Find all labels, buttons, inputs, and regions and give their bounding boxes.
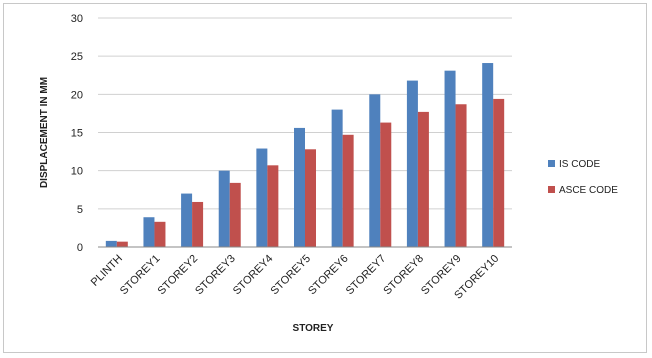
bar-is-code-storey3 — [218, 170, 230, 247]
y-tick-label: 0 — [77, 242, 83, 254]
y-tick-label: 30 — [71, 13, 83, 25]
bar-is-code-storey2 — [181, 193, 193, 247]
x-tick-label: STOREY4 — [231, 253, 276, 298]
bar-asce-code-storey9 — [455, 104, 467, 247]
legend-swatch-is-code — [548, 160, 555, 167]
bar-is-code-storey10 — [482, 63, 494, 247]
legend: IS CODE ASCE CODE — [548, 159, 618, 196]
x-tick-label: STOREY1 — [118, 253, 163, 298]
legend-swatch-asce-code — [548, 186, 555, 193]
y-tick-label: 10 — [71, 166, 83, 178]
bar-is-code-storey6 — [331, 109, 343, 247]
legend-label-is-code: IS CODE — [559, 159, 600, 170]
x-tick-label: PLINTH — [89, 253, 125, 289]
x-tick-label: STOREY5 — [268, 253, 313, 298]
bar-is-code-storey5 — [294, 127, 305, 247]
bar-asce-code-plinth — [116, 241, 128, 247]
bars — [105, 63, 505, 248]
bar-is-code-storey7 — [369, 94, 381, 247]
y-tick-labels: 0 5 10 15 20 25 30 — [71, 13, 83, 254]
x-tick-label: STOREY3 — [193, 253, 238, 298]
gridlines — [98, 17, 512, 210]
y-tick-label: 5 — [77, 204, 83, 216]
bar-asce-code-storey10 — [493, 98, 505, 247]
bar-is-code-plinth — [105, 240, 117, 247]
bar-asce-code-storey2 — [192, 201, 204, 247]
x-tick-label: STOREY6 — [306, 253, 351, 298]
bar-asce-code-storey6 — [342, 134, 354, 247]
x-tick-label: STOREY2 — [156, 253, 201, 298]
x-tick-label: STOREY8 — [381, 253, 426, 298]
bar-asce-code-storey4 — [267, 165, 279, 247]
x-tick-label: STOREY7 — [344, 253, 389, 298]
x-tick-labels: PLINTHSTOREY1STOREY2STOREY3STOREY4STOREY… — [89, 253, 502, 302]
bar-asce-code-storey7 — [380, 122, 392, 247]
y-axis-title: DISPLACEMENT IN MM — [39, 77, 50, 188]
bar-asce-code-storey3 — [229, 182, 241, 247]
bar-asce-code-storey5 — [305, 149, 316, 247]
bar-is-code-storey1 — [143, 217, 155, 247]
y-tick-label: 20 — [71, 89, 83, 101]
legend-label-asce-code: ASCE CODE — [559, 185, 618, 196]
y-tick-label: 25 — [71, 51, 83, 63]
bar-is-code-storey4 — [256, 148, 268, 247]
y-tick-label: 15 — [71, 128, 83, 140]
bar-asce-code-storey8 — [417, 111, 429, 247]
bar-is-code-storey8 — [406, 80, 418, 248]
x-axis-title: STOREY — [293, 323, 334, 334]
bar-asce-code-storey1 — [154, 221, 166, 247]
bar-is-code-storey9 — [444, 70, 456, 247]
chart-frame — [3, 3, 647, 353]
